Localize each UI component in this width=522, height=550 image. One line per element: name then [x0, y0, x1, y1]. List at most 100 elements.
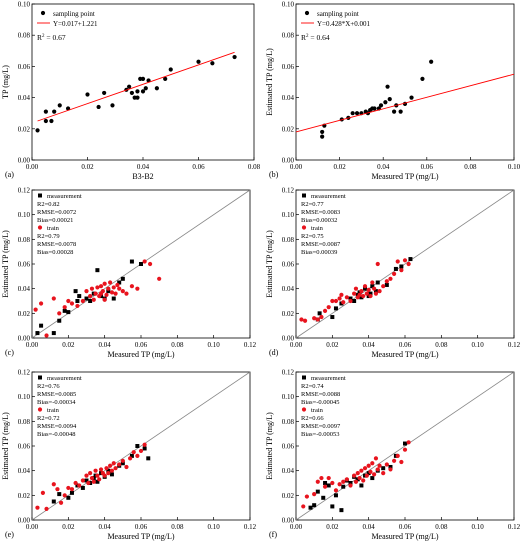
data-point-train: [370, 461, 375, 466]
stat-label: RMSE=0.0094: [37, 423, 77, 430]
data-point-measurement: [368, 291, 373, 296]
data-point-train: [368, 293, 373, 299]
x-tick-label: 0.06: [399, 341, 412, 349]
data-point-train: [135, 453, 140, 458]
data-point-train: [138, 448, 144, 454]
y-tick-label: 0.12: [18, 187, 31, 195]
data-point-train: [381, 471, 386, 476]
legend-marker: [37, 407, 43, 412]
legend-marker: [38, 193, 42, 198]
data-point-sampling-point: [378, 103, 384, 108]
data-point-train: [95, 473, 100, 478]
data-point-train: [364, 291, 369, 296]
panel-label: (f): [269, 530, 277, 539]
data-point-measurement: [57, 492, 62, 497]
y-tick-label: 0.06: [282, 443, 295, 451]
r-squared-value: = 0.64: [309, 33, 330, 42]
data-point-sampling-point: [110, 103, 115, 108]
y-tick-label: 0.12: [18, 369, 31, 377]
data-point-train: [120, 458, 125, 463]
legend-marker: [37, 225, 43, 230]
data-point-sampling-point: [140, 89, 146, 94]
x-tick-label: 0.12: [508, 523, 521, 531]
legend-marker: [302, 375, 306, 380]
data-point-train: [142, 442, 147, 447]
data-point-measurement: [330, 504, 335, 509]
data-point-train: [352, 473, 357, 478]
data-point-train: [319, 314, 324, 320]
data-point-train: [89, 475, 95, 481]
data-point-train: [135, 286, 140, 291]
data-point-measurement: [51, 331, 56, 336]
y-tick-label: 0.04: [282, 285, 295, 293]
x-tick-label: 0.02: [81, 163, 94, 171]
data-point-train: [102, 297, 107, 302]
data-point-train: [353, 286, 359, 291]
data-point-measurement: [106, 468, 111, 473]
data-point-train: [375, 261, 380, 267]
x-tick-label: 0.06: [135, 523, 148, 531]
data-point-train: [111, 461, 116, 466]
data-point-train: [355, 471, 360, 476]
data-point-sampling-point: [420, 76, 425, 81]
data-point-train: [392, 271, 397, 276]
data-point-train: [366, 463, 371, 468]
data-point-train: [113, 291, 118, 296]
data-point-measurement: [359, 483, 364, 488]
data-point-sampling-point: [57, 103, 62, 108]
data-point-train: [89, 286, 95, 291]
y-tick-label: 0.04: [18, 467, 31, 475]
chart-panel-3: 0.00 0.02 0.04 0.06 0.08 0.10 0.12 0.00 0.02 0.04…: [1, 187, 257, 360]
data-point-train: [362, 466, 368, 471]
data-point-train: [312, 492, 317, 497]
data-point-measurement: [321, 495, 326, 500]
data-point-train: [333, 298, 339, 304]
data-point-measurement: [39, 323, 44, 328]
data-point-train: [406, 440, 411, 445]
chart-panel-4: 0.00 0.02 0.04 0.06 0.08 0.10 0.12 0.00 0.02 0.04…: [265, 187, 521, 360]
data-point-train: [51, 296, 56, 301]
x-tick-label: 0.10: [508, 163, 521, 171]
data-point-train: [315, 479, 320, 484]
y-tick-label: 0.02: [282, 492, 295, 500]
data-point-train: [326, 475, 331, 481]
r-squared-sup: 2: [42, 34, 45, 39]
data-point-measurement: [139, 262, 143, 266]
data-point-train: [395, 259, 400, 264]
r-squared-label: R2 = 0.64: [301, 33, 330, 42]
x-tick-label: 0.00: [290, 341, 303, 349]
y-tick-label: 0.02: [18, 310, 31, 318]
data-point-train: [406, 261, 411, 267]
y-tick-label: 0.12: [282, 369, 295, 377]
data-point-train: [370, 280, 375, 285]
y-tick-label: 0.00: [18, 157, 31, 165]
data-point-measurement: [111, 296, 116, 301]
x-tick-label: 0.08: [464, 163, 477, 171]
data-point-sampling-point: [143, 86, 148, 91]
data-point-train: [362, 284, 368, 289]
data-point-train: [44, 506, 49, 511]
data-point-train: [330, 298, 335, 304]
stat-label: Bias=0.00032: [301, 217, 337, 224]
legend-label: train: [311, 407, 324, 414]
y-tick-label: 0.06: [18, 443, 31, 451]
data-point-train: [384, 462, 389, 467]
data-point-train: [322, 484, 328, 489]
data-point-train: [361, 478, 366, 483]
panel-label: (e): [5, 530, 14, 539]
data-point-train: [128, 456, 133, 461]
data-point-measurement: [341, 484, 346, 489]
r-squared-value: = 0.67: [45, 33, 66, 42]
stat-label: Bias=-0.00048: [37, 431, 76, 438]
data-point-sampling-point: [129, 90, 134, 96]
data-point-train: [62, 305, 67, 310]
x-tick-label: 0.04: [363, 523, 376, 531]
x-tick-label: 0.06: [421, 163, 434, 171]
data-point-measurement: [333, 306, 338, 311]
data-point-train: [100, 289, 105, 294]
data-point-train: [120, 289, 125, 294]
y-tick-label: 0.08: [18, 418, 31, 426]
data-point-measurement: [84, 296, 89, 301]
legend-marker: [40, 10, 46, 16]
data-point-train: [35, 505, 40, 510]
